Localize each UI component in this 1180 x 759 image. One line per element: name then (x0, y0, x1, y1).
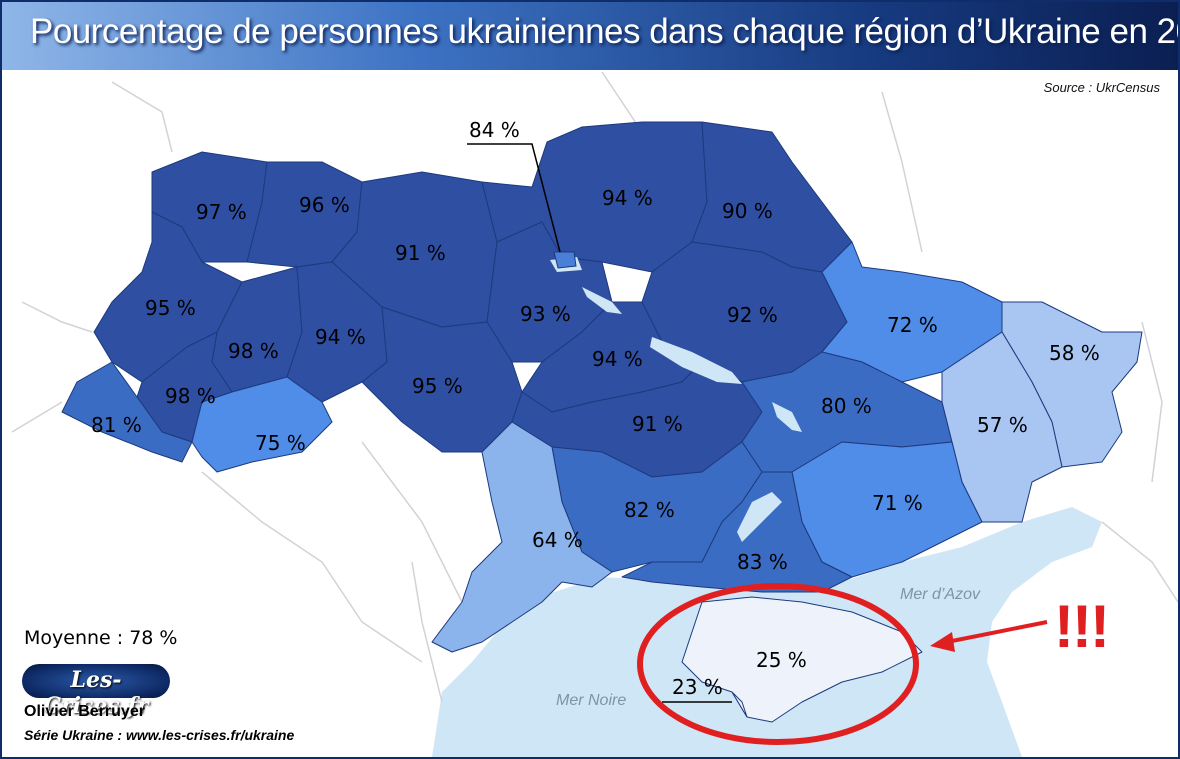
highlight-arrow-head (930, 632, 955, 652)
region-crimea (681, 596, 923, 723)
ukraine-map: Mer Noire Mer d’Azov 97 % 96 % 91 % 84 %… (11, 71, 1178, 757)
label-sumy: 90 % (722, 199, 773, 223)
label-luhansk: 58 % (1049, 341, 1100, 365)
region-zakarpattia (61, 361, 193, 463)
title-bar: Pourcentage de personnes ukrainiennes da… (2, 2, 1178, 70)
label-donetsk: 57 % (977, 413, 1028, 437)
crimea-highlight-ellipse (637, 583, 919, 745)
label-ternopil: 98 % (228, 339, 279, 363)
label-sevastopol: 23 % (672, 675, 723, 699)
label-kirovohrad: 91 % (632, 412, 683, 436)
label-chernivtsi: 75 % (255, 431, 306, 455)
label-poltava: 92 % (727, 303, 778, 327)
label-ivano-frankivsk: 98 % (165, 384, 216, 408)
sea-label-azov: Mer d’Azov (900, 586, 981, 603)
region-odesa (431, 421, 613, 653)
label-kharkiv: 72 % (887, 313, 938, 337)
label-zaporizhzhia: 71 % (872, 491, 923, 515)
average-label: Moyenne : 78 % (24, 627, 178, 649)
label-zhytomyr: 91 % (395, 241, 446, 265)
kyiv-leader-line (467, 143, 561, 253)
label-dnipropetrovsk: 80 % (821, 394, 872, 418)
kyiv-city-marker (553, 251, 577, 269)
label-zakarpattia: 81 % (91, 413, 142, 437)
label-odesa: 64 % (532, 528, 583, 552)
label-crimea: 25 % (756, 648, 807, 672)
highlight-arrow-shaft (946, 620, 1048, 644)
label-khmelnytskyi: 94 % (315, 325, 366, 349)
site-logo: Les-Crises.fr (22, 664, 170, 719)
label-kherson: 83 % (737, 550, 788, 574)
label-vinnytsia: 95 % (412, 374, 463, 398)
region-labels: 97 % 96 % 91 % 84 % 94 % 90 % 95 % 98 % … (91, 118, 1100, 699)
label-kyiv-oblast: 93 % (520, 302, 571, 326)
sea-label-black: Mer Noire (556, 692, 626, 709)
region-sevastopol (731, 691, 748, 718)
label-kyiv-city: 84 % (469, 118, 520, 142)
region-chernivtsi (191, 376, 333, 473)
label-mykolaiv: 82 % (624, 498, 675, 522)
exclamation-mark: !!! (1054, 593, 1110, 660)
source-note: Source : UkrCensus (1043, 80, 1160, 95)
series-link: Série Ukraine : www.les-crises.fr/ukrain… (24, 727, 295, 743)
label-lviv: 95 % (145, 296, 196, 320)
regions (61, 121, 1143, 723)
neighbour-borders (11, 71, 1178, 703)
site-logo-text: Les-Crises.fr (43, 667, 149, 719)
label-rivne: 96 % (299, 193, 350, 217)
label-volyn: 97 % (196, 200, 247, 224)
label-cherkasy: 94 % (592, 347, 643, 371)
label-chernihiv: 94 % (602, 186, 653, 210)
page-title: Pourcentage de personnes ukrainiennes da… (30, 12, 1180, 51)
author-name: Olivier Berruyer (24, 703, 145, 720)
